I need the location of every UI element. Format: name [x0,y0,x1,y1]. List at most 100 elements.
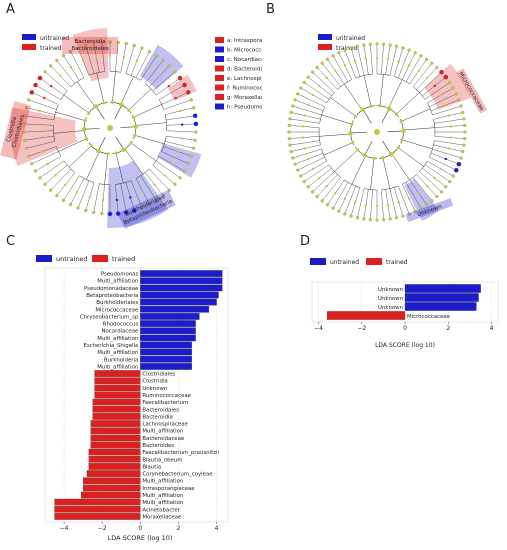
tree-leaf-node [192,113,198,119]
tree-leaf-node [288,117,292,121]
tree-node [171,162,174,166]
tree-leaf-node [459,156,463,160]
tree-branch [434,140,465,146]
tree-branch [115,153,124,184]
key-swatch [215,65,224,72]
tree-node [311,167,315,171]
tree-node [306,103,310,107]
bar [140,320,196,327]
bar-label: Blautia [142,464,161,470]
tree-node [375,204,379,208]
bar [140,355,192,363]
bar [140,348,192,356]
bar-label: Multi_affiliation [97,364,138,370]
bar [140,341,192,349]
tree-node [369,104,373,108]
tree-node [302,125,305,128]
tree-leaf-node [182,169,187,173]
bar [404,293,479,302]
bar [140,334,196,342]
tree-branch [321,114,352,125]
tree-branch [344,185,356,214]
tree-leaf-node [337,51,341,55]
tree-leaf-node [185,89,191,95]
tree-node [93,104,99,109]
tree-leaf-node [131,208,137,213]
tree-leaf-node [107,211,113,217]
bar [140,313,200,320]
clade-label-text: Bacteroidia [74,39,105,45]
tree-branch [381,189,384,220]
legend-swatch-trained [22,44,36,50]
tree-leaf-node [23,138,27,142]
tree-leaf-node [100,40,104,44]
tree-leaf-node [115,211,121,216]
bar-label: Burkholderia [104,357,138,363]
tree-node [449,125,452,128]
bar [92,398,141,406]
tree-leaf-node [430,61,434,65]
tree-branch [130,180,143,208]
bar-label: Escherichia_Shigella [83,343,138,349]
tree-node [325,184,328,188]
tree-leaf-node [337,209,341,213]
key-swatch [215,46,224,53]
tree-leaf-node [448,179,452,184]
tree-branch [165,141,194,149]
tree-branch [86,151,100,180]
x-tick-label: 4 [215,525,219,532]
bar [94,377,141,385]
tree-leaf-node [189,154,193,158]
tree-branch [357,46,365,76]
tree-leaf-node [173,70,177,74]
tree-node [334,69,337,73]
key-label: c: Nocardiaceae [227,57,262,63]
bar [404,284,481,293]
tree-leaf-node [388,217,392,221]
bar-label: Multi_affiliation [142,429,183,435]
tree-leaf-node [430,199,434,203]
tree-leaf-node [147,49,152,54]
bar-label: Unknown [378,296,403,302]
bar-label: Unknown [142,386,167,392]
chart-d-legend: untrained trained [310,258,408,266]
bar [90,427,141,435]
tree-leaf-node [140,206,144,210]
tree-branch [432,105,462,116]
tree-branch [28,99,57,110]
tree-node [449,136,452,139]
tree-leaf-node [55,194,59,198]
tree-node [40,150,43,153]
tree-node [351,140,355,145]
tree-leaf-node [191,146,196,150]
tree-leaf-node [68,49,73,54]
tree-leaf-node [461,149,465,154]
tree-branch [292,105,322,116]
tree-branch [402,139,433,150]
bar-label: Pseudomonas [101,272,139,278]
tree-node [163,174,166,177]
legend-label-trained: trained [336,45,358,52]
tree-leaf-node [419,54,423,58]
tree-branch [403,127,435,131]
tree-branch [389,188,397,218]
tree-branch [104,153,108,185]
tree-branch [319,133,351,137]
tree-node [133,124,138,129]
bar [92,413,141,420]
tree-node [378,104,382,108]
tree-branch [53,130,85,134]
tree-node [426,184,429,188]
tree-node [386,57,390,61]
tree-leaf-node [287,136,291,141]
tree-leaf-node [439,69,444,75]
x-tick-label: −2 [357,325,366,332]
tree-branch [39,160,64,179]
tree-leaf-node [462,117,466,121]
bar [94,391,141,399]
tree-branch [405,182,422,209]
bar [94,384,141,392]
tree-leaf-node [61,198,66,202]
bar-label: Clostridiales [142,372,175,378]
